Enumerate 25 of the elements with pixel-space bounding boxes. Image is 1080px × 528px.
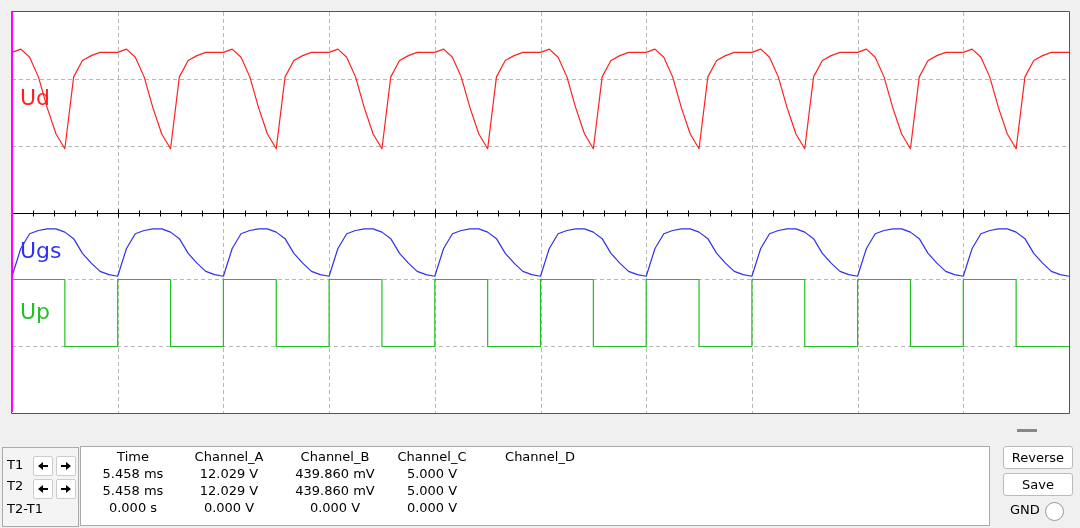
- text: 12.029 V: [199, 466, 259, 481]
- text: 0.000 V: [203, 500, 255, 515]
- text: Channel_D: [505, 449, 575, 464]
- text: T1: [7, 457, 24, 472]
- text: 0.000 V: [406, 500, 458, 515]
- text: Channel_C: [397, 449, 467, 464]
- text: Save: [1003, 473, 1073, 496]
- text: T2-T1: [7, 501, 43, 516]
- text: 12.029 V: [199, 483, 259, 498]
- text: T2: [7, 478, 24, 493]
- text: 0.000 V: [309, 500, 361, 515]
- text: 5.000 V: [406, 483, 458, 498]
- text: Reverse: [1003, 446, 1073, 469]
- series-label: Up: [20, 298, 51, 324]
- text: Time: [117, 449, 149, 464]
- text: 439.860 mV: [295, 483, 375, 498]
- series-label: Ugs: [20, 238, 62, 264]
- text: 439.860 mV: [295, 466, 375, 481]
- text: 5.458 ms: [102, 483, 164, 498]
- text: 0.000 s: [108, 500, 158, 515]
- text: GND: [1010, 502, 1040, 517]
- text: Channel_A: [194, 449, 264, 464]
- text: Channel_B: [300, 449, 370, 464]
- text: 5.000 V: [406, 466, 458, 481]
- text: 5.458 ms: [102, 466, 164, 481]
